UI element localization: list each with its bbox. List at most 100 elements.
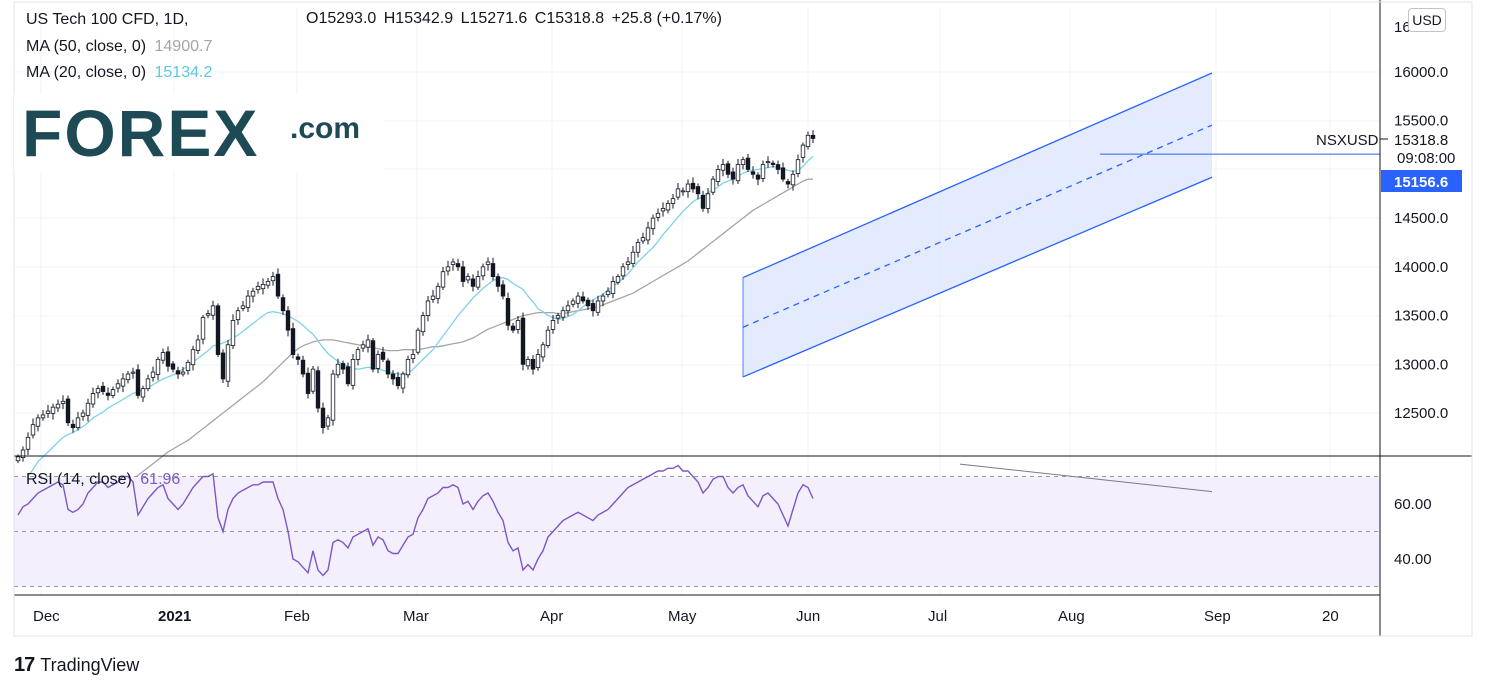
candle <box>425 295 431 322</box>
candle <box>685 179 691 198</box>
candle-body <box>730 171 736 180</box>
candle-body <box>85 402 91 416</box>
time-tick-label: Apr <box>540 608 563 625</box>
ma50-legend[interactable]: MA (50, close, 0) 14900.7 <box>26 37 212 57</box>
candle <box>420 311 426 336</box>
time-tick-label: Jun <box>796 608 820 625</box>
candle-body <box>670 198 676 204</box>
candle-body <box>395 376 401 387</box>
candle-body <box>675 188 681 198</box>
candle-body <box>270 276 276 282</box>
symbol-tag: NSXUSD <box>1316 132 1379 149</box>
forex-logo: FOREX .com <box>14 94 384 172</box>
candle <box>95 385 101 399</box>
candle <box>740 156 746 170</box>
candle <box>205 309 211 319</box>
candle <box>475 270 481 290</box>
candle <box>190 345 196 371</box>
candle-body <box>485 261 491 265</box>
candle <box>35 414 41 432</box>
candle-body <box>695 186 701 195</box>
tradingview-name: TradingView <box>40 655 140 675</box>
candle-body <box>15 456 21 462</box>
candle <box>605 287 611 298</box>
candle <box>615 274 621 285</box>
rsi-legend[interactable]: RSI (14, close) 61.96 <box>26 471 180 489</box>
candle <box>705 188 711 214</box>
candle <box>660 202 666 217</box>
candle <box>565 300 571 317</box>
candle <box>195 334 201 355</box>
candle-body <box>540 344 546 358</box>
candle <box>310 366 316 394</box>
candle-body <box>55 403 61 409</box>
candle <box>755 172 761 186</box>
close-value: C15318.8 <box>534 10 605 27</box>
candle <box>360 340 366 352</box>
candle-body <box>470 278 476 287</box>
candle <box>415 327 421 355</box>
candle-body <box>690 182 696 190</box>
candle-body <box>145 378 151 390</box>
ma20-label: MA (20, close, 0) <box>26 64 147 81</box>
candle <box>570 298 576 308</box>
candle <box>100 381 106 395</box>
candle <box>555 312 561 325</box>
candle-body <box>35 417 41 427</box>
rsi-line <box>17 464 814 577</box>
candle <box>720 158 726 177</box>
candle <box>130 367 136 379</box>
candle <box>645 221 651 245</box>
candle <box>80 409 86 421</box>
candle <box>45 404 51 418</box>
candle-body <box>315 370 321 409</box>
regression-channel[interactable] <box>742 72 1380 378</box>
ma20-legend[interactable]: MA (20, close, 0) 15134.2 <box>26 63 212 83</box>
candle-body <box>585 299 591 307</box>
candle <box>390 370 396 385</box>
candle-body <box>590 303 596 312</box>
candle <box>715 165 721 186</box>
candle-body <box>260 283 266 290</box>
candle <box>270 271 276 286</box>
candle <box>60 395 66 410</box>
time-tick-label: Dec <box>33 608 60 625</box>
candle <box>320 402 326 434</box>
candle <box>70 419 76 433</box>
candle <box>160 348 166 364</box>
tradingview-branding[interactable]: 17 TradingView <box>14 654 139 677</box>
candle-body <box>565 305 571 312</box>
ma50-line <box>77 178 813 531</box>
candle <box>225 339 231 387</box>
candle <box>680 187 686 196</box>
price-line-label: 15156.6 <box>1394 174 1448 191</box>
candle-body <box>345 366 351 385</box>
candle <box>585 297 591 311</box>
candle <box>785 178 791 189</box>
candle <box>280 294 286 316</box>
candle-body <box>530 359 536 370</box>
candle-body <box>175 370 181 375</box>
candle <box>675 182 681 200</box>
candle-body <box>160 352 166 361</box>
candle-body <box>595 300 601 313</box>
candle <box>170 361 176 373</box>
candle <box>650 214 656 235</box>
candle <box>370 337 376 373</box>
candle <box>775 160 781 175</box>
candle <box>175 366 181 379</box>
candle <box>725 160 731 179</box>
candle-body <box>520 317 526 365</box>
currency-button[interactable]: USD <box>1408 8 1446 32</box>
candle <box>525 356 531 370</box>
candle <box>640 232 646 244</box>
candle <box>65 395 71 427</box>
candle-body <box>460 266 466 282</box>
candle <box>670 193 676 209</box>
candle-body <box>750 171 756 175</box>
moving-averages <box>17 155 814 531</box>
price-tick-label-partial: 16 <box>1394 19 1411 36</box>
candle <box>140 385 146 402</box>
candle-body <box>285 310 291 331</box>
